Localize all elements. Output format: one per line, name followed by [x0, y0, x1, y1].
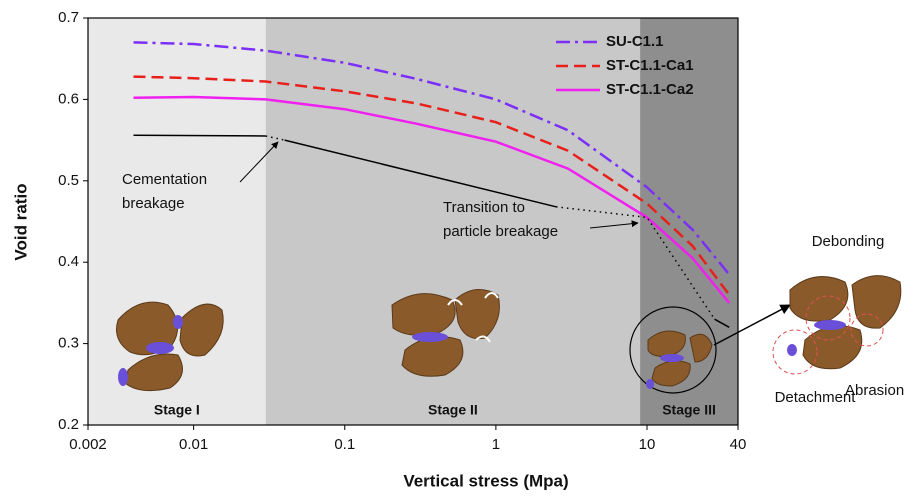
legend-label: ST-C1.1-Ca2 — [606, 81, 694, 98]
zoom-particles — [773, 276, 901, 374]
y-tick-label: 0.4 — [58, 253, 79, 270]
annotation: particle breakage — [443, 223, 558, 240]
stage-label: Stage III — [662, 402, 716, 418]
x-tick-label: 40 — [730, 436, 747, 453]
chart: Vertical stress (Mpa) Void ratio Stage I… — [0, 0, 918, 496]
x-tick-label: 0.1 — [334, 436, 355, 453]
stage-label: Stage II — [428, 402, 478, 418]
x-tick-label: 1 — [492, 436, 500, 453]
y-tick-label: 0.3 — [58, 335, 79, 352]
x-tick-label: 0.002 — [69, 436, 107, 453]
legend-label: ST-C1.1-Ca1 — [606, 57, 694, 74]
x-axis-label: Vertical stress (Mpa) — [403, 471, 568, 490]
annotation: Cementation — [122, 171, 207, 188]
y-tick-label: 0.5 — [58, 172, 79, 189]
x-tick-label: 10 — [639, 436, 656, 453]
annotation: Transition to — [443, 199, 525, 216]
legend-label: SU-C1.1 — [606, 33, 664, 50]
stage-label: Stage I — [154, 402, 200, 418]
y-tick-label: 0.2 — [58, 416, 79, 433]
y-tick-label: 0.6 — [58, 90, 79, 107]
annotation: Debonding — [812, 233, 885, 250]
x-tick-label: 0.01 — [179, 436, 208, 453]
y-axis-label: Void ratio — [11, 183, 30, 260]
annotation: Detachment — [775, 389, 857, 406]
annotation: breakage — [122, 195, 185, 212]
y-tick-label: 0.7 — [58, 9, 79, 26]
